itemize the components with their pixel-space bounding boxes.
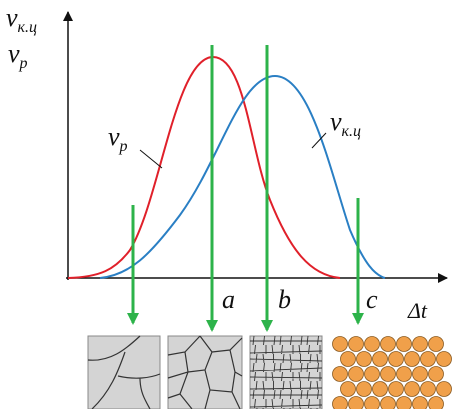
- particle: [405, 352, 420, 367]
- particle: [341, 382, 356, 397]
- particle: [365, 367, 380, 382]
- subscript: p: [19, 55, 28, 72]
- curve-label: vк.ц: [330, 107, 361, 140]
- symbol: v: [8, 39, 20, 68]
- particle: [333, 337, 348, 352]
- particle: [349, 367, 364, 382]
- particle: [429, 397, 444, 409]
- curve-vkc: [100, 76, 385, 278]
- micrograph: [88, 336, 160, 409]
- symbol: v: [330, 107, 342, 136]
- particle: [437, 382, 452, 397]
- x-label: Δt: [407, 298, 428, 323]
- particle: [421, 352, 436, 367]
- particle: [405, 382, 420, 397]
- micrograph: [168, 336, 242, 409]
- micrograph: [250, 336, 322, 409]
- particle: [365, 397, 380, 409]
- particle: [429, 367, 444, 382]
- particle: [333, 367, 348, 382]
- y-label: vp: [8, 39, 28, 72]
- particle: [397, 397, 412, 409]
- point-label: b: [278, 285, 291, 314]
- particle: [413, 367, 428, 382]
- particle: [413, 337, 428, 352]
- particle: [381, 367, 396, 382]
- particle: [341, 352, 356, 367]
- particle: [421, 382, 436, 397]
- particle: [381, 337, 396, 352]
- leader-line: [140, 150, 162, 168]
- particle: [437, 352, 452, 367]
- y-label: vк.ц: [6, 3, 37, 36]
- particle: [381, 397, 396, 409]
- cut-lines: [133, 45, 358, 330]
- particle: [333, 397, 348, 409]
- particle: [397, 337, 412, 352]
- particle: [357, 382, 372, 397]
- particle: [389, 352, 404, 367]
- particle: [373, 352, 388, 367]
- subscript: к.ц: [342, 123, 361, 140]
- particle: [413, 397, 428, 409]
- subscript: к.ц: [18, 19, 37, 36]
- curve-label: vp: [108, 122, 128, 155]
- point-label: a: [222, 285, 235, 314]
- diagram: vк.ц vp vp vк.ц a b c Δt: [0, 0, 457, 409]
- symbol: v: [108, 122, 120, 151]
- particles: [333, 337, 452, 409]
- symbol: v: [6, 3, 18, 32]
- particle: [373, 382, 388, 397]
- particle: [397, 367, 412, 382]
- particle: [429, 337, 444, 352]
- particle: [349, 397, 364, 409]
- particle: [349, 337, 364, 352]
- particle: [389, 382, 404, 397]
- particle: [365, 337, 380, 352]
- particle: [357, 352, 372, 367]
- point-label: c: [366, 285, 378, 314]
- curve-vp: [68, 57, 340, 278]
- subscript: p: [119, 138, 128, 155]
